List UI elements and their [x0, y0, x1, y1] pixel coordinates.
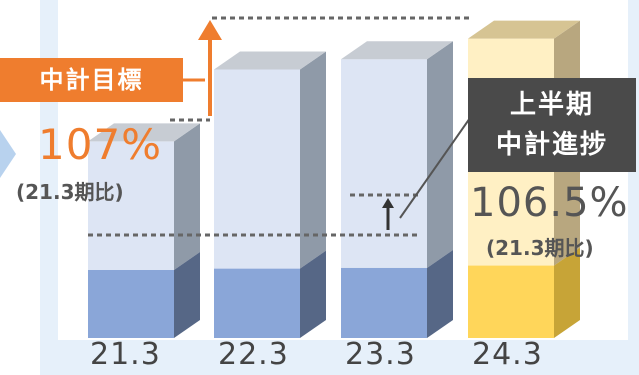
bar-side-upper-1	[300, 51, 326, 269]
bar-side-lower-0	[174, 252, 200, 338]
progress-arrow-icon	[382, 198, 394, 208]
target-basis: (21.3期比)	[16, 180, 124, 204]
progress-label-line1: 上半期	[509, 90, 594, 120]
progress-connector	[399, 117, 471, 219]
bar-upper-1	[214, 69, 300, 269]
bar-top-0	[88, 123, 200, 142]
tick-label-21-3: 21.3	[90, 337, 161, 372]
bar-top-3	[468, 20, 580, 39]
target-arrow-icon	[198, 20, 222, 40]
bar-side-lower-2	[427, 249, 453, 338]
bar-side-lower-1	[300, 250, 326, 338]
bar-lower-3	[468, 265, 554, 338]
bar-lower-2	[341, 267, 427, 338]
bar-side-lower-3	[554, 247, 580, 338]
target-value: 107%	[38, 120, 163, 169]
chevron-arrow-icon	[0, 130, 16, 178]
bar-top-1	[214, 51, 326, 70]
progress-value: 106.5%	[470, 180, 629, 226]
tick-label-23-3: 23.3	[345, 337, 416, 372]
progress-label-box: 上半期 中計進捗	[468, 78, 636, 172]
bar-side-upper-2	[427, 41, 453, 268]
target-label-box: 中計目標	[0, 58, 183, 102]
progress-label-line2: 中計進捗	[495, 130, 608, 160]
bar-lower-1	[214, 268, 300, 338]
bar-upper-2	[341, 59, 427, 268]
bar-side-upper-0	[174, 123, 200, 270]
tick-label-22-3: 22.3	[218, 337, 289, 372]
tick-label-24-3: 24.3	[472, 337, 543, 372]
bar-lower-0	[88, 270, 174, 338]
bar-upper-0	[88, 141, 174, 270]
progress-basis: (21.3期比)	[486, 236, 594, 260]
bar-top-2	[341, 41, 453, 60]
